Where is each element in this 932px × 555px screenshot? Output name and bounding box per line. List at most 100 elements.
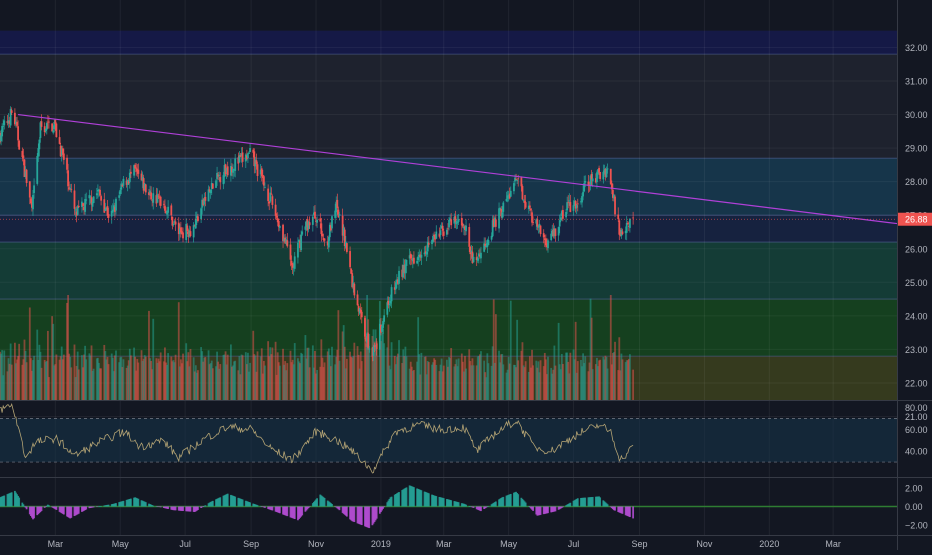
volume-bar xyxy=(186,361,189,400)
macd-bar xyxy=(455,501,458,507)
volume-bar xyxy=(472,365,475,400)
volume-bar xyxy=(222,354,225,400)
volume-bar xyxy=(480,351,482,400)
macd-bar xyxy=(92,506,95,508)
candle-body xyxy=(499,207,502,210)
volume-bar xyxy=(477,355,480,400)
candle-body xyxy=(605,168,608,178)
macd-bar xyxy=(307,506,310,509)
candle-body xyxy=(114,207,116,212)
macd-bar xyxy=(88,506,91,509)
volume-bar xyxy=(516,319,519,400)
candle-body xyxy=(260,168,263,177)
candle-body xyxy=(387,300,390,306)
candle-body xyxy=(127,181,130,184)
macd-bar xyxy=(368,506,371,529)
volume-bar xyxy=(460,353,463,400)
volume-bar xyxy=(321,357,324,400)
macd-bar xyxy=(322,497,325,507)
candle-body xyxy=(122,178,125,186)
macd-bar xyxy=(289,506,292,518)
macd-bar xyxy=(195,506,198,511)
candle-body xyxy=(440,225,443,229)
trendline[interactable] xyxy=(18,113,898,225)
macd-bar xyxy=(408,485,411,507)
candle-body xyxy=(360,311,363,318)
macd-bar xyxy=(507,494,510,507)
candle-body xyxy=(486,243,489,248)
macd-bar xyxy=(573,500,576,507)
volume-bar xyxy=(172,360,175,400)
volume-bar xyxy=(261,373,264,400)
candle-body xyxy=(441,225,444,231)
volume-bar xyxy=(626,360,629,400)
macd-bar xyxy=(292,506,295,519)
volume-bar xyxy=(394,364,397,400)
candle-body xyxy=(152,193,155,203)
macd-bar xyxy=(480,506,482,512)
macd-bar xyxy=(259,506,262,507)
volume-bar xyxy=(197,370,199,400)
time-tick-label: May xyxy=(500,539,518,549)
macd-bar xyxy=(566,504,569,507)
candle-body xyxy=(173,221,176,223)
volume-bar xyxy=(133,347,135,400)
volume-bar xyxy=(609,295,612,400)
volume-bar xyxy=(284,361,287,400)
volume-bar xyxy=(114,355,116,400)
macd-bar xyxy=(425,492,428,507)
candle-body xyxy=(550,233,553,241)
volume-bar xyxy=(419,374,422,400)
candle-body xyxy=(366,333,368,343)
volume-bar xyxy=(304,335,307,400)
volume-bar xyxy=(152,318,155,400)
candle-body xyxy=(565,211,567,218)
volume-bar xyxy=(260,348,263,400)
candle-body xyxy=(165,210,167,214)
candle-body xyxy=(171,216,174,226)
macd-bar xyxy=(441,497,444,507)
volume-bar xyxy=(6,371,9,400)
macd-bar xyxy=(115,503,117,507)
candle-body xyxy=(416,260,419,264)
macd-bar xyxy=(594,496,597,507)
candle-body xyxy=(469,246,472,255)
macd-bar xyxy=(448,499,450,507)
macd-bar xyxy=(449,499,451,507)
macd-bar xyxy=(613,506,615,511)
macd-bar xyxy=(37,506,40,515)
macd-bar xyxy=(274,506,277,512)
candle-body xyxy=(217,174,220,177)
candle-body xyxy=(45,123,48,130)
volume-bar xyxy=(416,361,419,400)
candle-body xyxy=(261,175,264,179)
volume-bar xyxy=(476,356,479,400)
macd-bar xyxy=(617,506,620,512)
candle-body xyxy=(582,191,585,197)
price-zone xyxy=(0,242,897,300)
macd-bar xyxy=(204,505,207,507)
candle-body xyxy=(483,243,486,252)
candle-body xyxy=(248,152,250,154)
volume-bar xyxy=(433,358,436,400)
macd-bar xyxy=(494,501,497,507)
macd-bar xyxy=(239,498,242,507)
candle-body xyxy=(54,120,57,124)
candle-body xyxy=(382,321,384,328)
macd-bar xyxy=(95,506,98,507)
macd-bar xyxy=(559,506,562,509)
candle-body xyxy=(208,189,211,192)
macd-bar xyxy=(553,506,556,512)
macd-bar xyxy=(182,506,184,511)
macd-bar xyxy=(614,506,616,511)
macd-bar xyxy=(502,496,505,507)
macd-bar xyxy=(262,506,265,508)
macd-bar xyxy=(581,497,583,507)
candle-body xyxy=(99,189,101,196)
macd-bar xyxy=(606,504,609,507)
macd-bar xyxy=(89,506,92,508)
macd-bar xyxy=(40,506,43,511)
volume-bar xyxy=(95,358,98,400)
